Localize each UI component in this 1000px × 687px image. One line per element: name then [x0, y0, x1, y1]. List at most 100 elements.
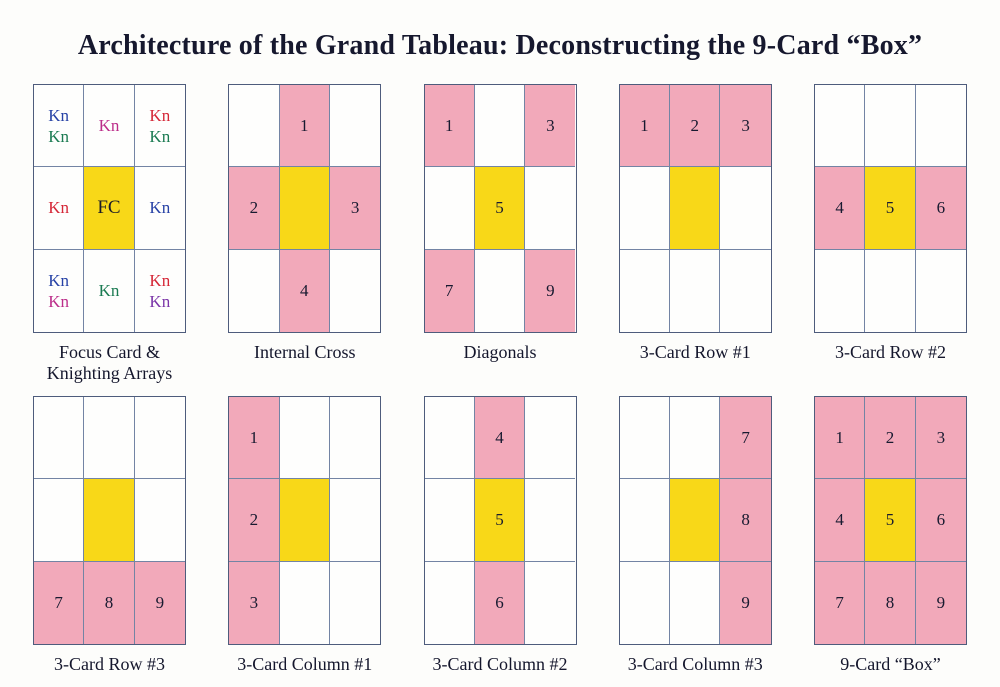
grid-cell: Kn: [84, 85, 135, 168]
grid: 1 2 3: [228, 396, 382, 645]
cell-label-line: Kn: [98, 281, 120, 301]
grid-caption: 3-Card Column #1: [237, 654, 373, 674]
board-row-2: 7 8 9 3-Card Row #3 1 2 3 3-Card Column #1 4 5 6 3-…: [0, 396, 1000, 675]
grid-caption: Focus Card & Knighting Arrays: [46, 342, 173, 383]
grid-cell: 1: [619, 85, 671, 168]
cell-label-line: Kn: [48, 291, 70, 311]
grid-cell: [474, 249, 526, 332]
cell-label-line: 9: [546, 281, 555, 301]
grid-figure: 4 5 6 3-Card Row #2: [814, 84, 967, 384]
grid-cell: 3: [329, 167, 381, 250]
cell-label-line: 3: [741, 116, 750, 136]
cell-label-line: 7: [54, 593, 63, 613]
grid: 1 2 3: [618, 84, 772, 333]
cell-label-line: 1: [249, 428, 259, 448]
grid-cell: [34, 397, 85, 480]
grid-caption: 3-Card Row #1: [639, 342, 751, 362]
grid-cell: Kn Kn: [34, 249, 85, 332]
grid-cell: 7: [34, 561, 85, 644]
cell-label-line: Kn: [149, 105, 171, 125]
grid-cell: 4: [474, 397, 526, 480]
grid-caption: Internal Cross: [254, 342, 356, 362]
cell-label-line: 5: [885, 198, 895, 218]
grid-cell: Kn Kn: [134, 249, 185, 332]
grid-cell: [525, 479, 576, 562]
grid-cell: [670, 249, 721, 332]
grid-cell: [525, 561, 576, 644]
grid-cell: 4: [815, 479, 866, 562]
grid-caption: 3-Card Row #3: [54, 654, 165, 674]
grid-cell: 9: [134, 561, 185, 644]
grid-cell: 7: [720, 397, 771, 480]
grid-cell: 6: [915, 479, 966, 562]
grid-cell: [619, 249, 671, 332]
grid-cell: [279, 479, 330, 562]
grid-figure: 4 5 6 3-Card Column #2: [423, 396, 577, 675]
cell-label-line: 8: [104, 593, 114, 613]
grid-cell: [619, 479, 671, 562]
grid-cell: 5: [865, 479, 916, 562]
grid-cell: [329, 397, 381, 480]
cell-label-line: 8: [885, 593, 895, 613]
cell-label-line: 9: [936, 593, 946, 613]
grid: 7 8 9: [33, 396, 186, 645]
grid-cell: [619, 167, 671, 250]
grid-cell: 8: [84, 561, 135, 644]
cell-label-line: 2: [249, 198, 259, 218]
grid-cell: [525, 397, 576, 480]
grid-cell: [279, 397, 330, 480]
grid-cell: 9: [720, 561, 771, 644]
grid: Kn Kn Kn Kn Kn Kn FC Kn Kn Kn Kn Kn Kn: [33, 84, 186, 333]
grid-caption: 3-Card Column #3: [627, 654, 763, 674]
cell-label-line: 5: [885, 510, 895, 530]
cell-label-line: FC: [97, 197, 121, 219]
grid-cell: Kn: [134, 167, 185, 250]
grid-caption: 3-Card Column #2: [432, 654, 568, 674]
cell-label-line: Kn: [149, 270, 171, 290]
grid-cell: [815, 249, 866, 332]
cell-label-line: Kn: [98, 116, 120, 136]
grid-cell: 1: [424, 85, 475, 168]
grid-cell: [279, 167, 330, 250]
cell-label-line: 1: [299, 116, 309, 136]
cell-label-line: 1: [444, 116, 454, 136]
cell-label-line: 7: [835, 593, 844, 613]
grid-cell: 5: [865, 167, 916, 250]
grid-cell: [84, 479, 135, 562]
grid-cell: [329, 479, 381, 562]
cell-label-line: 9: [155, 593, 165, 613]
grid: 1 2 3 4: [228, 84, 382, 333]
grid-cell: FC: [84, 167, 135, 250]
grid-cell: 8: [865, 561, 916, 644]
grid-cell: [134, 397, 185, 480]
cell-label-line: Kn: [48, 198, 70, 218]
grid-cell: 3: [229, 561, 280, 644]
grid-cell: [84, 397, 135, 480]
grid-cell: 6: [915, 167, 966, 250]
grid-cell: [329, 561, 381, 644]
grid-cell: 2: [670, 85, 721, 168]
cell-label-line: 3: [936, 428, 946, 448]
grid-figure: 1 2 3 4 Internal Cross: [228, 84, 382, 384]
cell-label-line: 2: [690, 116, 699, 136]
grid-cell: 2: [865, 397, 916, 480]
grid-cell: [474, 85, 526, 168]
grid-cell: 5: [474, 167, 526, 250]
cell-label-line: 3: [249, 593, 259, 613]
cell-label-line: Kn: [149, 291, 171, 311]
grid-cell: [915, 85, 966, 168]
grid-cell: [229, 249, 280, 332]
grid-cell: [525, 167, 576, 250]
grid-cell: 3: [915, 397, 966, 480]
board-row-1: Kn Kn Kn Kn Kn Kn FC Kn Kn Kn Kn Kn Kn Focus Card & K…: [0, 84, 1000, 384]
grid-figure: 7 8 9 3-Card Row #3: [33, 396, 186, 675]
cell-label-line: 8: [741, 510, 750, 530]
grid-cell: [865, 85, 916, 168]
grid-cell: Kn Kn: [34, 85, 85, 168]
grid-cell: 7: [424, 249, 475, 332]
grid-figure: 1 2 3 3-Card Column #1: [228, 396, 382, 675]
grid-cell: 9: [915, 561, 966, 644]
grid-cell: [670, 397, 721, 480]
cell-label-line: Kn: [48, 105, 70, 125]
